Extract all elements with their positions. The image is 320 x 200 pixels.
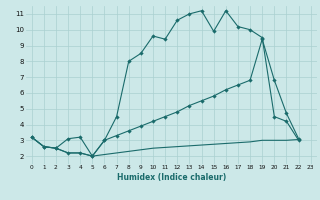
X-axis label: Humidex (Indice chaleur): Humidex (Indice chaleur) [116, 173, 226, 182]
